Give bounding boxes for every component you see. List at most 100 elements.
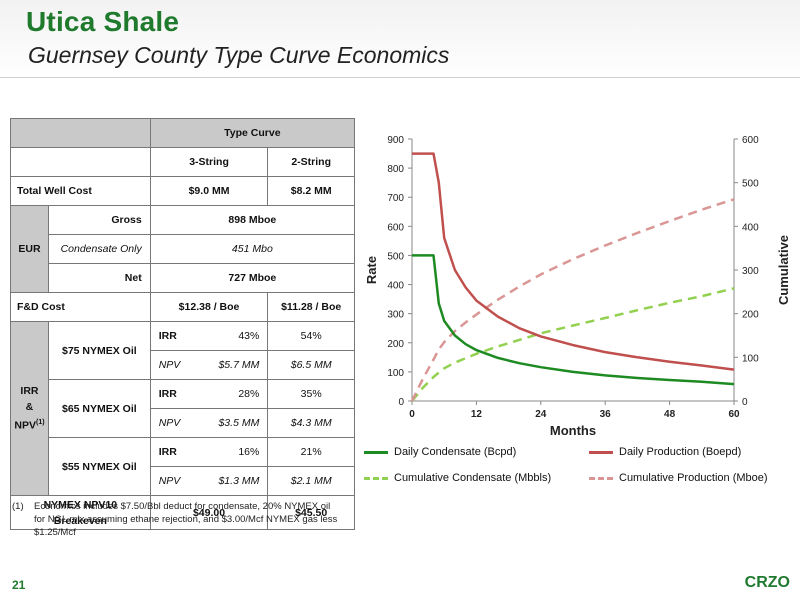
scenario-65-irr-cell: IRR 28% — [149, 379, 269, 409]
fd-cost-3string: $12.38 / Boe — [149, 292, 269, 322]
legend-label: Daily Condensate (Bcpd) — [394, 446, 517, 458]
scenario-65-npv-2string: $4.3 MM — [267, 408, 355, 438]
y-tick-label: 700 — [387, 193, 404, 204]
series-line-cumulative-production-mboe — [410, 198, 735, 402]
series-line-daily-condensate-bcpd — [412, 254, 735, 386]
breakeven-3string: $49.00 — [149, 495, 269, 530]
y2-tick-label: 500 — [742, 179, 759, 190]
y-tick-label: 100 — [387, 368, 404, 379]
x-tick-label: 60 — [728, 409, 740, 420]
fd-cost-2string: $11.28 / Boe — [267, 292, 355, 322]
scenario-75-npv-2string: $6.5 MM — [267, 350, 355, 380]
npv-label: NPV — [158, 359, 181, 371]
company-logo: CRZO — [744, 574, 790, 591]
table-corner — [10, 118, 151, 148]
y-tick-label: 900 — [387, 135, 404, 146]
footnote-text: Economics includes $7.50/Bbl deduct for … — [34, 501, 338, 538]
economics-table: Type Curve 3-String 2-String Total Well … — [10, 118, 356, 530]
slide-title: Utica Shale — [26, 6, 180, 37]
scenario-75-irr-3string: 43% — [238, 330, 260, 342]
scenario-65-label: $65 NYMEX Oil — [47, 379, 151, 438]
y2-tick-label: 100 — [742, 353, 759, 364]
x-tick-label: 48 — [664, 409, 676, 420]
legend-item-cumulative-condensate: Cumulative Condensate (Mbbls) — [364, 472, 551, 484]
irr-label-text: IRR — [20, 385, 39, 398]
series-line-daily-production-boepd — [412, 152, 735, 371]
y2-tick-label: 300 — [742, 266, 759, 277]
y-tick-label: 800 — [387, 164, 404, 175]
header-band — [0, 0, 800, 78]
breakeven-label-2: Breakeven — [53, 514, 107, 527]
scenario-65-irr-3string: 28% — [238, 388, 260, 400]
chart-svg: 0 100 200 300 400 500 600 700 800 900 0 100 200 300 40… — [364, 135, 791, 438]
x-tick-label: 0 — [409, 409, 415, 420]
x-tick-label: 12 — [471, 409, 483, 420]
legend-label: Cumulative Condensate (Mbbls) — [394, 472, 552, 484]
scenario-55-npv-cell: NPV $1.3 MM — [149, 466, 269, 496]
footnote: (1) Economics includes $7.50/Bbl deduct … — [12, 500, 342, 539]
breakeven-label: NYMEX NPV10 Breakeven — [10, 495, 151, 530]
y-tick-label: 600 — [387, 222, 404, 233]
x-tick-label: 24 — [535, 409, 547, 420]
total-well-cost-label: Total Well Cost — [10, 176, 151, 206]
fd-cost-label: F&D Cost — [10, 292, 151, 322]
blank-header-cell — [10, 147, 151, 177]
scenario-75-irr-2string: 54% — [267, 321, 355, 351]
legend-swatch — [589, 476, 613, 480]
type-curve-header: Type Curve — [149, 118, 356, 148]
scenario-55-npv-2string: $2.1 MM — [267, 466, 355, 496]
x-axis-label: Months — [550, 423, 596, 438]
y2-tick-label: 400 — [742, 222, 759, 233]
amp-label-text: & — [25, 401, 34, 414]
eur-gross-label: Gross — [47, 205, 151, 235]
irr-label: IRR — [158, 388, 177, 400]
breakeven-label-1: NYMEX NPV10 — [43, 498, 118, 511]
npv-label: NPV — [158, 475, 181, 487]
npv-label: NPV — [158, 417, 181, 429]
irr-npv-label: IRR & NPV(1) — [10, 321, 49, 496]
scenario-75-irr-cell: IRR 43% — [149, 321, 269, 351]
y-tick-label: 0 — [398, 397, 404, 408]
scenario-75-label: $75 NYMEX Oil — [47, 321, 151, 380]
legend-item-daily-condensate: Daily Condensate (Bcpd) — [364, 446, 516, 458]
y2-tick-label: 600 — [742, 135, 759, 146]
scenario-65-irr-2string: 35% — [267, 379, 355, 409]
y-tick-label: 300 — [387, 310, 404, 321]
col-2string-header: 2-String — [267, 147, 355, 177]
y2-axis-label: Cumulative — [776, 235, 791, 305]
eur-condensate-value: 451 Mbo — [149, 234, 356, 264]
irr-label: IRR — [158, 446, 177, 458]
breakeven-2string: $45.50 — [267, 495, 355, 530]
eur-gross-value: 898 Mboe — [149, 205, 356, 235]
legend-item-daily-production: Daily Production (Boepd) — [589, 446, 741, 458]
legend-label: Daily Production (Boepd) — [619, 446, 742, 458]
legend-label: Cumulative Production (Mboe) — [619, 472, 768, 484]
page-number: 21 — [12, 578, 26, 592]
total-well-cost-3string: $9.0 MM — [149, 176, 269, 206]
x-tick-label: 36 — [600, 409, 612, 420]
footnote-number: (1) — [12, 501, 24, 512]
eur-net-label: Net — [47, 263, 151, 293]
scenario-55-irr-2string: 21% — [267, 437, 355, 467]
slide-subtitle: Guernsey County Type Curve Economics — [28, 42, 450, 68]
scenario-65-npv-3string: $3.5 MM — [218, 417, 260, 429]
scenario-55-irr-3string: 16% — [238, 446, 260, 458]
series-line-cumulative-condensate-mbbls — [411, 287, 735, 402]
eur-condensate-label: Condensate Only — [47, 234, 151, 264]
legend-swatch — [364, 476, 388, 480]
scenario-55-irr-cell: IRR 16% — [149, 437, 269, 467]
legend-swatch — [589, 450, 613, 454]
footnote-ref: (1) — [35, 419, 45, 427]
y-axis-label: Rate — [364, 256, 379, 284]
y-tick-label: 200 — [387, 339, 404, 350]
scenario-55-npv-3string: $1.3 MM — [218, 475, 260, 487]
legend-swatch — [364, 450, 388, 454]
scenario-65-npv-cell: NPV $3.5 MM — [149, 408, 269, 438]
irr-label: IRR — [158, 330, 177, 342]
scenario-55-label: $55 NYMEX Oil — [47, 437, 151, 496]
y-tick-label: 400 — [387, 281, 404, 292]
y2-tick-label: 200 — [742, 310, 759, 321]
eur-label: EUR — [10, 205, 49, 293]
total-well-cost-2string: $8.2 MM — [267, 176, 355, 206]
scenario-75-npv-cell: NPV $5.7 MM — [149, 350, 269, 380]
